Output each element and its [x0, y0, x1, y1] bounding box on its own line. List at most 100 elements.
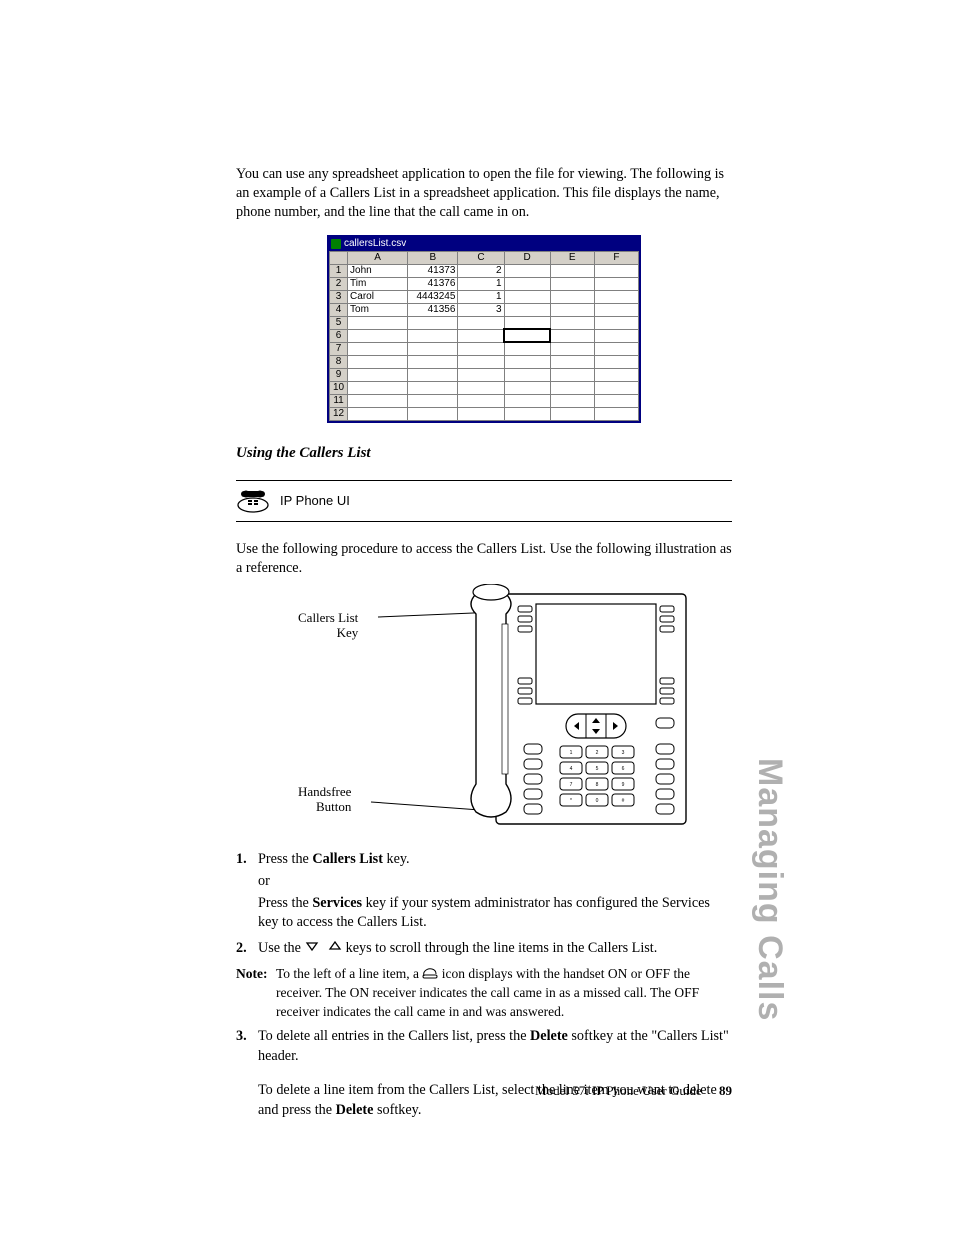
section-tab: Managing Calls [750, 758, 789, 1021]
excel-icon [331, 239, 341, 249]
step-number: 1. [236, 850, 258, 934]
cell [550, 316, 594, 329]
cell: 2 [458, 264, 504, 277]
down-arrow-icon [305, 939, 319, 959]
cell [504, 394, 550, 407]
cell [504, 264, 550, 277]
cell [594, 355, 638, 368]
cell [458, 355, 504, 368]
cell [594, 394, 638, 407]
row-header: 6 [330, 329, 348, 342]
cell [408, 316, 458, 329]
spreadsheet-titlebar: callersList.csv [329, 237, 639, 251]
cell [348, 394, 408, 407]
cell [348, 407, 408, 420]
page-footer: Model 57i IP Phone User Guide 89 [535, 1083, 732, 1099]
cell [594, 277, 638, 290]
procedure-steps: 1. Press the Callers List key. or Press … [236, 850, 732, 1121]
divider-rule-2 [236, 521, 732, 522]
svg-text:2: 2 [596, 750, 599, 756]
row-header: 9 [330, 368, 348, 381]
cell [504, 303, 550, 316]
cell [594, 264, 638, 277]
cell: 1 [458, 290, 504, 303]
row-header: 2 [330, 277, 348, 290]
step-number: 2. [236, 939, 258, 959]
cell [594, 381, 638, 394]
cell [408, 368, 458, 381]
cell [408, 342, 458, 355]
svg-text:3: 3 [622, 750, 625, 756]
cell [458, 407, 504, 420]
intro-paragraph: You can use any spreadsheet application … [236, 165, 732, 223]
spreadsheet-screenshot: callersList.csv ABCDEF 1John4137322Tim41… [327, 235, 641, 423]
cell [504, 316, 550, 329]
phone-icon [236, 489, 270, 513]
section-heading: Using the Callers List [236, 445, 732, 462]
cell [594, 303, 638, 316]
svg-text:8: 8 [596, 782, 599, 788]
step-1: 1. Press the Callers List key. or Press … [236, 850, 732, 934]
procedure-intro: Use the following procedure to access th… [236, 540, 732, 578]
cell [458, 329, 504, 342]
cell [594, 316, 638, 329]
svg-text:7: 7 [570, 782, 573, 788]
cell [504, 290, 550, 303]
cell [550, 329, 594, 342]
col-header: F [594, 251, 638, 264]
row-header: 4 [330, 303, 348, 316]
cell [550, 342, 594, 355]
svg-text:*: * [570, 798, 572, 804]
phone-diagram: Callers ListKey HandsfreeButton [236, 584, 732, 844]
row-header: 1 [330, 264, 348, 277]
cell [550, 368, 594, 381]
cell [550, 381, 594, 394]
cell [408, 329, 458, 342]
note: Note: To the left of a line item, a icon… [236, 965, 732, 1020]
col-header: C [458, 251, 504, 264]
cell: 3 [458, 303, 504, 316]
cell [458, 381, 504, 394]
cell [550, 303, 594, 316]
cell [408, 407, 458, 420]
cell [348, 381, 408, 394]
cell [594, 407, 638, 420]
cell: 4443245 [408, 290, 458, 303]
ip-phone-ui-row: IP Phone UI [236, 489, 732, 513]
row-header: 10 [330, 381, 348, 394]
handset-icon [422, 966, 438, 984]
cell [458, 342, 504, 355]
svg-text:1: 1 [570, 750, 573, 756]
cell: Carol [348, 290, 408, 303]
svg-text:#: # [622, 798, 625, 804]
cell: 1 [458, 277, 504, 290]
cell: Tom [348, 303, 408, 316]
cell [458, 394, 504, 407]
divider-rule [236, 480, 732, 481]
phone-illustration: 123 456 789 *0# [456, 584, 696, 834]
page-content: You can use any spreadsheet application … [236, 165, 732, 1120]
step-number: 3. [236, 1027, 258, 1121]
cell [550, 277, 594, 290]
svg-text:4: 4 [570, 766, 573, 772]
svg-text:9: 9 [622, 782, 625, 788]
cell: Tim [348, 277, 408, 290]
row-header: 11 [330, 394, 348, 407]
cell [504, 381, 550, 394]
col-header: A [348, 251, 408, 264]
svg-text:6: 6 [622, 766, 625, 772]
col-header: D [504, 251, 550, 264]
cell [348, 368, 408, 381]
cell [594, 342, 638, 355]
cell [504, 342, 550, 355]
spreadsheet-filename: callersList.csv [344, 238, 406, 249]
spreadsheet-grid: ABCDEF 1John4137322Tim4137613Carol444324… [329, 251, 639, 421]
cell [504, 355, 550, 368]
step-2: 2. Use the keys to scroll through the li… [236, 939, 732, 959]
ip-phone-ui-label: IP Phone UI [280, 493, 350, 508]
step-3: 3. To delete all entries in the Callers … [236, 1027, 732, 1121]
cell [348, 316, 408, 329]
cell [458, 316, 504, 329]
cell [504, 407, 550, 420]
svg-text:0: 0 [596, 798, 599, 804]
